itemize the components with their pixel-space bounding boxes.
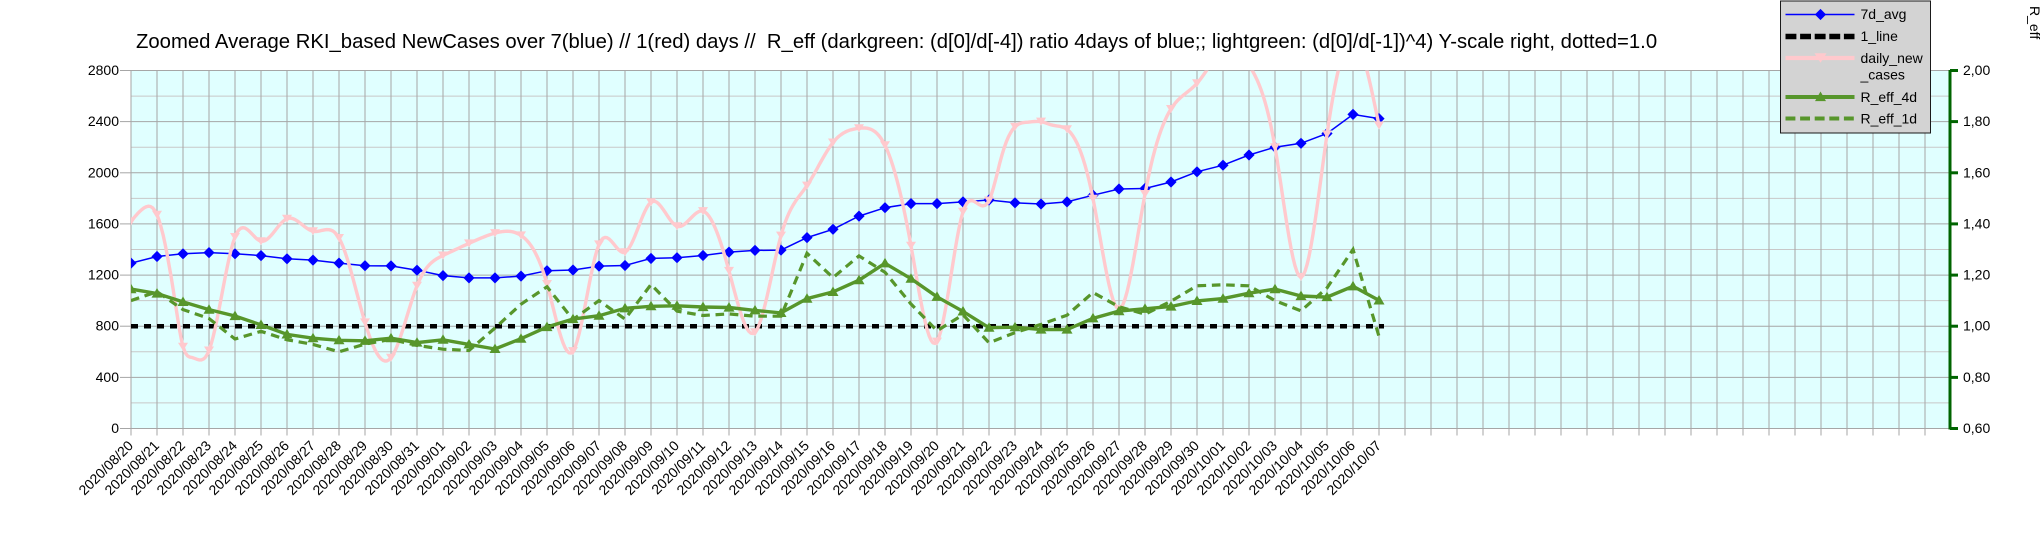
svg-text:R_eff_1d: R_eff_1d [1861, 111, 1918, 127]
svg-text:2000: 2000 [88, 164, 119, 180]
svg-text:daily_new: daily_new [1861, 50, 1924, 66]
svg-text:Zoomed Average RKI_based NewCa: Zoomed Average RKI_based NewCases over 7… [136, 31, 1657, 53]
svg-text:1,20: 1,20 [1963, 267, 1990, 283]
svg-text:800: 800 [96, 318, 120, 334]
svg-text:2800: 2800 [88, 62, 119, 78]
svg-text:0,60: 0,60 [1963, 420, 1990, 436]
svg-text:1200: 1200 [88, 267, 119, 283]
svg-text:1_line: 1_line [1861, 28, 1899, 44]
svg-text:1,60: 1,60 [1963, 164, 1990, 180]
svg-text:1600: 1600 [88, 215, 119, 231]
svg-text:1,00: 1,00 [1963, 318, 1990, 334]
svg-text:7d_avg: 7d_avg [1861, 6, 1907, 22]
svg-text:_cases: _cases [1860, 67, 1905, 83]
svg-text:R_eff: R_eff [2027, 6, 2043, 39]
svg-text:1,40: 1,40 [1963, 215, 1990, 231]
svg-text:0,80: 0,80 [1963, 369, 1990, 385]
svg-text:2400: 2400 [88, 113, 119, 129]
svg-text:400: 400 [96, 369, 120, 385]
svg-text:2,00: 2,00 [1963, 62, 1990, 78]
svg-text:1,80: 1,80 [1963, 113, 1990, 129]
svg-text:0: 0 [111, 420, 119, 436]
svg-text:R_eff_4d: R_eff_4d [1861, 89, 1918, 105]
